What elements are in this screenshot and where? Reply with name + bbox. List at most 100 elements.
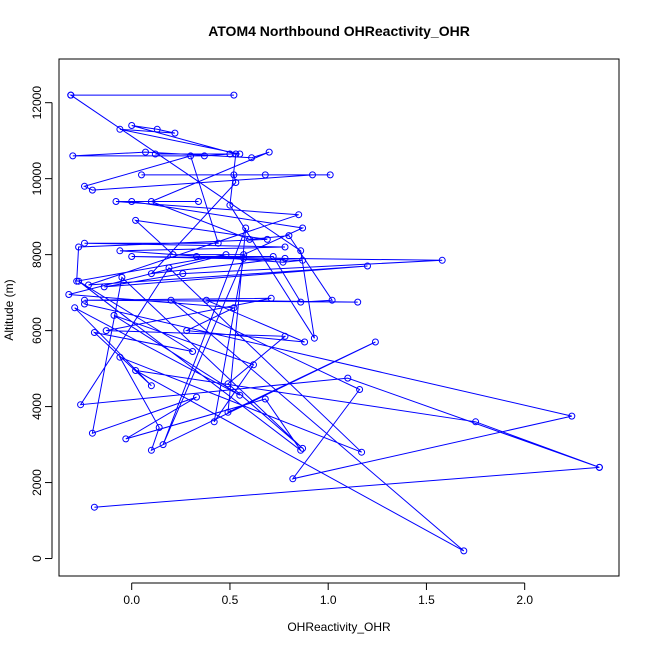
data-point xyxy=(171,129,179,137)
data-point xyxy=(358,448,366,456)
plot-frame xyxy=(58,58,620,577)
data-point xyxy=(81,296,88,304)
data-point xyxy=(110,311,118,319)
data-point xyxy=(169,251,177,259)
data-point xyxy=(202,296,210,304)
data-point xyxy=(472,418,480,426)
data-point xyxy=(285,232,293,240)
data-point xyxy=(301,338,309,346)
data-point xyxy=(77,401,85,409)
data-point xyxy=(356,386,364,393)
data-point xyxy=(147,270,155,278)
y-axis: 0 2000 4000 6000 8000 10000 12000 xyxy=(30,86,53,562)
x-axis: 0.0 0.5 1.0 1.5 2.0 xyxy=(123,582,533,607)
data-point xyxy=(153,125,161,133)
y-tick-label: 2000 xyxy=(30,469,44,496)
data-point xyxy=(297,298,305,306)
data-point xyxy=(246,235,254,243)
data-point xyxy=(297,446,305,454)
data-point xyxy=(183,327,191,335)
data-point xyxy=(90,503,98,511)
data-point xyxy=(226,150,234,158)
data-point xyxy=(230,171,238,179)
y-tick-label: 6000 xyxy=(30,317,44,344)
data-point xyxy=(326,171,334,179)
data-point xyxy=(328,296,336,304)
data-point xyxy=(230,304,238,312)
data-point xyxy=(116,247,124,255)
data-point xyxy=(81,239,88,247)
data-point xyxy=(85,281,92,289)
data-point xyxy=(67,91,75,99)
data-point xyxy=(364,262,371,270)
data-point xyxy=(265,148,273,156)
data-point xyxy=(112,198,120,205)
data-point xyxy=(189,348,197,355)
data-point xyxy=(155,424,163,431)
data-point xyxy=(240,254,248,262)
data-point xyxy=(224,408,232,416)
data-point xyxy=(263,235,271,243)
data-point xyxy=(147,446,155,454)
data-point xyxy=(344,374,352,382)
data-point xyxy=(299,256,307,264)
data-point xyxy=(289,475,297,483)
data-point xyxy=(371,338,379,346)
data-point xyxy=(179,270,187,278)
data-point xyxy=(279,258,287,266)
data-point xyxy=(159,441,167,449)
data-point xyxy=(88,186,96,194)
data-point xyxy=(73,277,81,285)
data-point xyxy=(269,253,277,260)
data-point xyxy=(75,243,83,251)
x-tick-label: 1.5 xyxy=(418,593,435,607)
data-point xyxy=(138,171,145,179)
data-point xyxy=(69,152,77,160)
data-point xyxy=(116,125,124,133)
data-point xyxy=(193,253,200,260)
data-point xyxy=(116,353,124,361)
data-point xyxy=(224,380,232,388)
data-point xyxy=(297,247,305,255)
data-point xyxy=(128,253,136,260)
data-point xyxy=(281,243,289,251)
data-point xyxy=(295,211,303,219)
data-point xyxy=(261,395,269,403)
data-point xyxy=(75,277,83,285)
data-point xyxy=(236,391,244,399)
data-point xyxy=(281,254,289,262)
data-point xyxy=(309,171,316,179)
data-point xyxy=(81,182,88,190)
data-point xyxy=(236,150,244,158)
data-point xyxy=(102,327,110,335)
data-point xyxy=(299,444,307,452)
data-point xyxy=(200,152,208,160)
data-point xyxy=(568,412,576,420)
y-tick-label: 8000 xyxy=(30,241,44,268)
data-point xyxy=(81,300,88,308)
y-axis-label: Altitude (m) xyxy=(2,279,16,340)
data-point xyxy=(100,283,108,291)
data-point xyxy=(147,382,155,390)
data-point xyxy=(250,361,257,369)
data-point xyxy=(187,152,195,160)
y-tick-label: 12000 xyxy=(30,86,44,120)
data-point xyxy=(151,150,159,158)
y-tick-label: 0 xyxy=(30,555,44,562)
x-tick-label: 0.5 xyxy=(222,593,239,607)
data-point xyxy=(232,179,240,186)
data-point xyxy=(132,216,140,224)
data-point xyxy=(142,148,149,156)
data-point xyxy=(460,547,468,555)
y-tick-label: 4000 xyxy=(30,393,44,420)
series-layer xyxy=(65,91,603,555)
y-tick-label: 10000 xyxy=(30,162,44,196)
data-point xyxy=(310,334,318,342)
data-point xyxy=(261,171,269,179)
data-point xyxy=(281,332,289,340)
data-point xyxy=(195,198,202,205)
data-point xyxy=(90,329,98,336)
data-point xyxy=(595,463,603,471)
data-point xyxy=(118,273,126,281)
